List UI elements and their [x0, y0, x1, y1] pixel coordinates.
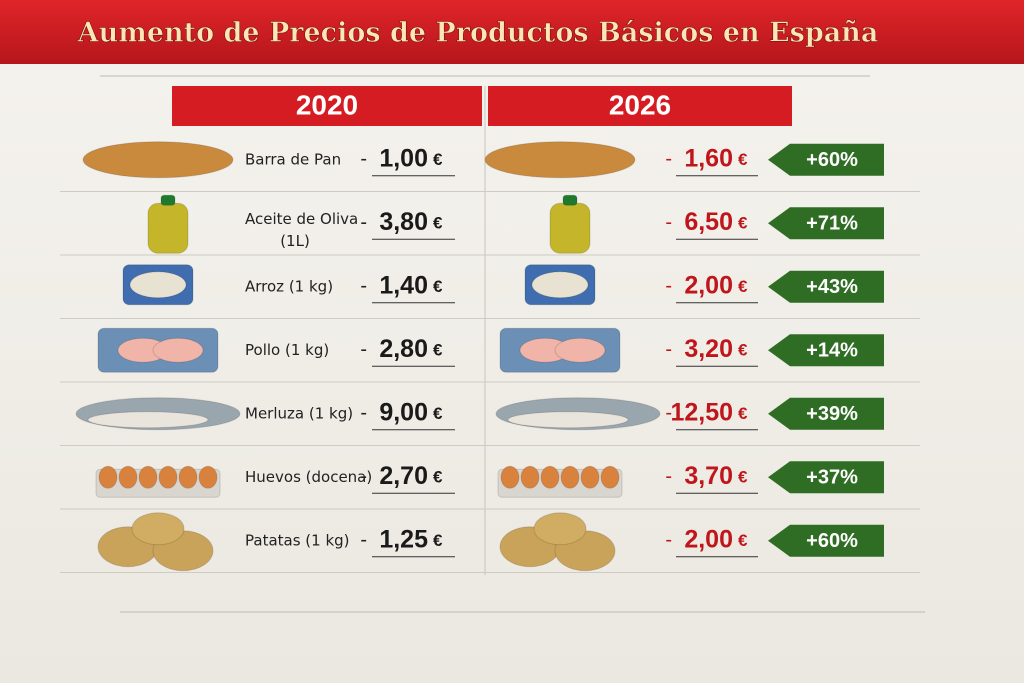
- icon: [152, 337, 204, 363]
- change: +71%: [806, 213, 858, 235]
- product-name: Patatas (1 kg): [245, 531, 350, 549]
- separator: -: [360, 212, 367, 234]
- icon: [118, 465, 138, 489]
- icon: [580, 465, 600, 489]
- icon: [533, 512, 587, 546]
- title: Aumento de Precios de Productos Básicos …: [77, 18, 879, 49]
- icon: [98, 465, 118, 489]
- change: +43%: [806, 276, 858, 298]
- currency: €: [738, 277, 748, 296]
- change-badge: [768, 461, 884, 494]
- price-2020: 2,70: [379, 462, 428, 490]
- separator: -: [665, 466, 672, 488]
- price-2020: 1,40: [379, 271, 428, 299]
- icon: [540, 465, 560, 489]
- price-2026: 3,20: [684, 335, 733, 363]
- product-name: Huevos (docena): [245, 468, 372, 486]
- currency: €: [738, 531, 748, 550]
- price-2026: 1,60: [684, 144, 733, 172]
- icon: [82, 141, 234, 179]
- price-2026: 2,00: [684, 525, 733, 553]
- price-2020: 3,80: [379, 208, 428, 236]
- currency: €: [738, 468, 748, 487]
- product-name: Barra de Pan: [245, 150, 341, 168]
- currency: €: [738, 214, 748, 233]
- change: +39%: [806, 403, 858, 425]
- separator: -: [665, 402, 672, 424]
- change: +14%: [806, 340, 858, 362]
- separator: -: [360, 529, 367, 551]
- column-header: 2020: [296, 89, 358, 120]
- price-2026: 6,50: [684, 208, 733, 236]
- icon: [562, 194, 578, 206]
- separator: -: [360, 339, 367, 361]
- currency: €: [433, 277, 443, 296]
- product-note: (1L): [280, 232, 310, 250]
- icon: [158, 465, 178, 489]
- change-badge: [768, 270, 884, 303]
- currency: €: [433, 150, 443, 169]
- currency: €: [738, 150, 748, 169]
- price-2026: 3,70: [684, 462, 733, 490]
- change-badge: [768, 143, 884, 176]
- price-2020: 1,25: [379, 525, 428, 553]
- currency: €: [738, 341, 748, 360]
- price-2026: 2,00: [684, 271, 733, 299]
- icon: [520, 465, 540, 489]
- separator: -: [665, 275, 672, 297]
- change-badge: [768, 334, 884, 367]
- product-name: Aceite de Oliva: [245, 210, 358, 228]
- header-box: [172, 86, 482, 126]
- currency: €: [738, 404, 748, 423]
- icon: [160, 194, 176, 206]
- change-badge: [768, 207, 884, 240]
- icon: [147, 202, 189, 254]
- icon: [87, 411, 209, 429]
- icon: [554, 337, 606, 363]
- product-name: Merluza (1 kg): [245, 404, 353, 422]
- icon: [484, 141, 636, 179]
- change: +60%: [806, 149, 858, 171]
- separator: -: [360, 148, 367, 170]
- icon: [531, 271, 589, 299]
- separator: -: [360, 275, 367, 297]
- separator: -: [360, 466, 367, 488]
- currency: €: [433, 404, 443, 423]
- price-2020: 1,00: [379, 144, 428, 172]
- icon: [549, 202, 591, 254]
- icon: [131, 512, 185, 546]
- icon: [129, 271, 187, 299]
- currency: €: [433, 531, 443, 550]
- change-badge: [768, 524, 884, 557]
- icon: [507, 411, 629, 429]
- product-name: Arroz (1 kg): [245, 277, 333, 295]
- product-name: Pollo (1 kg): [245, 341, 329, 359]
- price-2020: 9,00: [379, 398, 428, 426]
- currency: €: [433, 214, 443, 233]
- price-2026: 12,50: [670, 398, 733, 426]
- separator: -: [665, 212, 672, 234]
- separator: -: [360, 402, 367, 424]
- icon: [600, 465, 620, 489]
- header-box: [488, 86, 792, 126]
- change-badge: [768, 397, 884, 430]
- change: +37%: [806, 467, 858, 489]
- title-banner: [0, 0, 1024, 64]
- icon: [560, 465, 580, 489]
- separator: -: [665, 339, 672, 361]
- icon: [198, 465, 218, 489]
- change: +60%: [806, 530, 858, 552]
- column-header: 2026: [609, 89, 671, 120]
- currency: €: [433, 341, 443, 360]
- currency: €: [433, 468, 443, 487]
- icon: [138, 465, 158, 489]
- separator: -: [665, 148, 672, 170]
- icon: [178, 465, 198, 489]
- icon: [500, 465, 520, 489]
- separator: -: [665, 529, 672, 551]
- price-2020: 2,80: [379, 335, 428, 363]
